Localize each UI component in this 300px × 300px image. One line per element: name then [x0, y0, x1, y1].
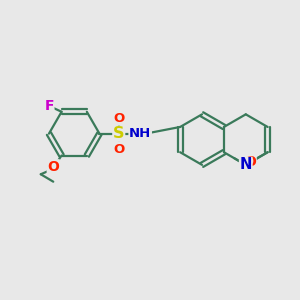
Text: NH: NH [129, 127, 151, 140]
Text: O: O [47, 160, 59, 174]
Text: F: F [44, 99, 54, 113]
Text: S: S [113, 126, 124, 141]
Text: O: O [244, 155, 256, 169]
Text: O: O [113, 142, 124, 156]
Text: N: N [240, 158, 252, 172]
Text: O: O [113, 112, 124, 125]
